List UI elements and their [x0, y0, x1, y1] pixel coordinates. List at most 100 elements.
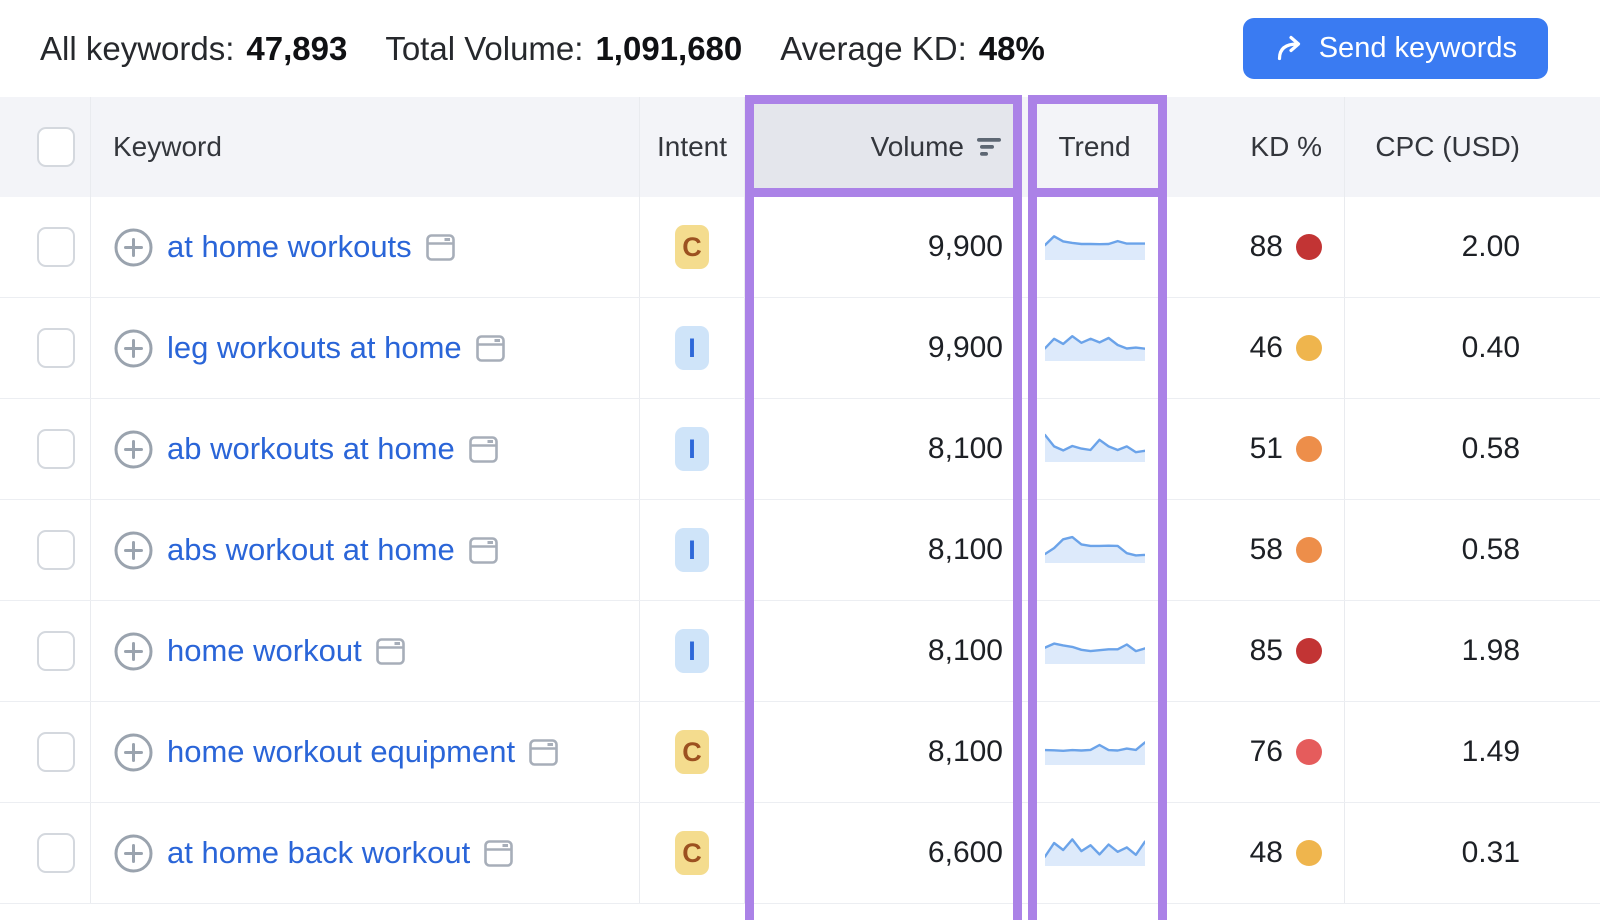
- volume-value: 9,900: [927, 331, 1003, 364]
- cpc-value: 0.40: [1461, 331, 1520, 364]
- summary-bar: All keywords: 47,893 Total Volume: 1,091…: [0, 0, 1600, 97]
- trend-cell: [1022, 399, 1167, 499]
- table-row: leg workouts at home I 9,900 46: [0, 298, 1600, 399]
- kd-value: 58: [1249, 533, 1283, 566]
- trend-sparkline: [1044, 741, 1145, 765]
- volume-value: 8,100: [927, 533, 1003, 566]
- send-keywords-label: Send keywords: [1318, 32, 1517, 64]
- trend-sparkline: [1044, 838, 1145, 866]
- row-checkbox[interactable]: [37, 328, 75, 368]
- total-volume-stat: Total Volume: 1,091,680: [385, 30, 742, 68]
- cpc-value: 0.58: [1461, 533, 1520, 566]
- keyword-cell: home workout equipment: [91, 702, 640, 802]
- trend-sparkline: [1044, 642, 1145, 664]
- row-checkbox-cell: [0, 702, 91, 802]
- kd-value: 46: [1249, 331, 1283, 364]
- keyword-link[interactable]: home workout: [167, 633, 362, 668]
- intent-badge[interactable]: I: [675, 528, 709, 572]
- select-all-checkbox[interactable]: [37, 127, 75, 167]
- table-row: home workout I 8,100 85: [0, 601, 1600, 702]
- header-kd: KD %: [1167, 97, 1345, 197]
- cpc-cell: 0.40: [1345, 298, 1600, 398]
- keyword-link[interactable]: ab workouts at home: [167, 431, 455, 466]
- row-checkbox[interactable]: [37, 227, 75, 267]
- table-row: at home workouts C 9,900 88: [0, 197, 1600, 298]
- add-keyword-icon[interactable]: [113, 328, 154, 369]
- header-kd-label: KD %: [1250, 131, 1322, 162]
- serp-features-icon[interactable]: [528, 737, 559, 768]
- kd-cell: 48: [1167, 803, 1345, 903]
- sort-descending-icon: [977, 138, 1001, 156]
- intent-badge[interactable]: C: [675, 730, 709, 774]
- add-keyword-icon[interactable]: [113, 227, 154, 268]
- row-checkbox[interactable]: [37, 833, 75, 873]
- serp-features-icon[interactable]: [425, 232, 456, 263]
- header-trend-label: Trend: [1058, 131, 1131, 162]
- add-keyword-icon[interactable]: [113, 732, 154, 773]
- cpc-value: 0.31: [1461, 836, 1520, 869]
- intent-cell: C: [640, 702, 745, 802]
- volume-cell: 8,100: [745, 702, 1022, 802]
- table-row: abs workout at home I 8,100 58: [0, 500, 1600, 601]
- intent-badge[interactable]: I: [675, 326, 709, 370]
- row-checkbox[interactable]: [37, 732, 75, 772]
- keyword-link[interactable]: leg workouts at home: [167, 330, 462, 365]
- intent-badge[interactable]: I: [675, 427, 709, 471]
- volume-value: 6,600: [927, 836, 1003, 869]
- add-keyword-icon[interactable]: [113, 429, 154, 470]
- trend-cell: [1022, 803, 1167, 903]
- intent-cell: I: [640, 500, 745, 600]
- total-volume-label: Total Volume:: [385, 29, 584, 67]
- intent-cell: I: [640, 601, 745, 701]
- add-keyword-icon[interactable]: [113, 833, 154, 874]
- header-keyword: Keyword: [91, 97, 640, 197]
- trend-cell: [1022, 197, 1167, 297]
- intent-badge[interactable]: C: [675, 225, 709, 269]
- keyword-link[interactable]: home workout equipment: [167, 734, 516, 769]
- send-keywords-button[interactable]: Send keywords: [1242, 18, 1548, 79]
- cpc-cell: 1.98: [1345, 601, 1600, 701]
- header-volume[interactable]: Volume: [745, 97, 1022, 197]
- row-checkbox-cell: [0, 399, 91, 499]
- kd-dot: [1296, 335, 1322, 361]
- kd-value: 76: [1249, 735, 1283, 768]
- keyword-link[interactable]: at home workouts: [167, 229, 412, 264]
- row-checkbox-cell: [0, 197, 91, 297]
- kd-dot: [1296, 537, 1322, 563]
- kd-dot: [1296, 436, 1322, 462]
- serp-features-icon[interactable]: [468, 535, 499, 566]
- volume-value: 8,100: [927, 735, 1003, 768]
- add-keyword-icon[interactable]: [113, 631, 154, 672]
- row-checkbox-cell: [0, 298, 91, 398]
- keyword-link[interactable]: abs workout at home: [167, 532, 455, 567]
- header-volume-label: Volume: [870, 131, 964, 162]
- table-row: at home back workout C 6,600 48: [0, 803, 1600, 904]
- intent-cell: C: [640, 197, 745, 297]
- volume-cell: 8,100: [745, 399, 1022, 499]
- cpc-cell: 0.31: [1345, 803, 1600, 903]
- kd-dot: [1296, 739, 1322, 765]
- intent-badge[interactable]: I: [675, 629, 709, 673]
- serp-features-icon[interactable]: [375, 636, 406, 667]
- keyword-cell: at home back workout: [91, 803, 640, 903]
- intent-badge[interactable]: C: [675, 831, 709, 875]
- serp-features-icon[interactable]: [475, 333, 506, 364]
- keyword-link[interactable]: at home back workout: [167, 835, 471, 870]
- row-checkbox[interactable]: [37, 631, 75, 671]
- cpc-cell: 0.58: [1345, 500, 1600, 600]
- cpc-value: 2.00: [1461, 230, 1520, 263]
- cpc-value: 1.98: [1461, 634, 1520, 667]
- serp-features-icon[interactable]: [468, 434, 499, 465]
- volume-value: 8,100: [927, 634, 1003, 667]
- kd-value: 51: [1249, 432, 1283, 465]
- row-checkbox[interactable]: [37, 429, 75, 469]
- summary-stats: All keywords: 47,893 Total Volume: 1,091…: [40, 30, 1045, 68]
- kd-cell: 85: [1167, 601, 1345, 701]
- row-checkbox[interactable]: [37, 530, 75, 570]
- add-keyword-icon[interactable]: [113, 530, 154, 571]
- header-intent: Intent: [640, 97, 745, 197]
- kd-dot: [1296, 638, 1322, 664]
- row-checkbox-cell: [0, 601, 91, 701]
- header-keyword-label: Keyword: [113, 131, 222, 162]
- serp-features-icon[interactable]: [483, 838, 514, 869]
